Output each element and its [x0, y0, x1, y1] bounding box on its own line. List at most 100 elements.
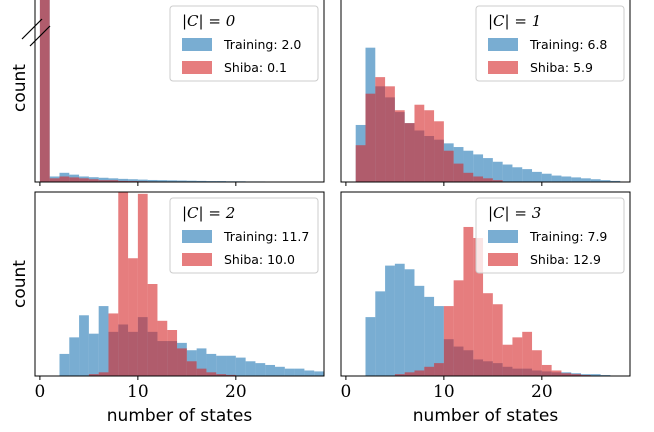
- shiba-bar: [453, 280, 464, 376]
- legend: |C| = 3 Training: 7.9 Shiba: 12.9: [475, 197, 625, 274]
- y-axis-label: count: [10, 64, 30, 112]
- legend-label-training: Training: 6.8: [529, 37, 607, 52]
- shiba-bar: [365, 93, 376, 182]
- training-bar: [98, 306, 109, 376]
- shiba-bar: [88, 179, 99, 182]
- legend-swatch-shiba: [488, 61, 518, 74]
- shiba-bar: [98, 180, 109, 182]
- shiba-bar: [561, 373, 572, 376]
- training-bar: [522, 169, 533, 182]
- shiba-bar: [59, 176, 70, 182]
- plot-area: [355, 47, 621, 182]
- panel-2: |C| = 1 Training: 6.8 Shiba: 5.9: [340, 0, 631, 186]
- shiba-bar: [98, 372, 109, 376]
- panel-3: 0 10 20 |C| = 2 Training: 11.7 Shiba: 10.0 cou…: [10, 191, 325, 426]
- shiba-bar: [551, 370, 562, 376]
- legend-title: |C| = 2: [182, 204, 235, 222]
- shiba-bar: [463, 172, 474, 182]
- shiba-bar: [88, 374, 99, 376]
- training-bar: [600, 180, 611, 182]
- panel-1: |C| = 0 Training: 2.0 Shiba: 0.1 count: [10, 0, 325, 186]
- training-bar: [294, 368, 305, 376]
- training-bar: [118, 178, 129, 182]
- training-bar: [226, 355, 236, 376]
- training-bar: [394, 263, 405, 376]
- shiba-bar: [69, 177, 80, 182]
- training-bar: [561, 176, 572, 182]
- shiba-bar: [206, 372, 217, 376]
- shiba-bar: [39, 0, 50, 182]
- legend: |C| = 0 Training: 2.0 Shiba: 0.1: [169, 5, 319, 82]
- training-bar: [314, 371, 324, 376]
- training-bar: [88, 333, 99, 376]
- legend: |C| = 1 Training: 6.8 Shiba: 5.9: [475, 5, 625, 82]
- x-tick-label: 0: [340, 382, 351, 402]
- training-bar: [610, 180, 621, 182]
- training-bar: [186, 180, 197, 182]
- legend-label-shiba: Shiba: 5.9: [530, 60, 593, 75]
- shiba-bar: [385, 86, 395, 182]
- training-bar: [404, 269, 415, 376]
- legend-swatch-training: [182, 230, 212, 243]
- training-bar: [284, 368, 295, 376]
- training-bar: [571, 177, 582, 182]
- shiba-bar: [473, 176, 484, 182]
- legend-swatch-training: [488, 38, 518, 51]
- x-tick-label: 10: [127, 382, 149, 402]
- shiba-bar: [186, 361, 197, 376]
- shiba-bar: [483, 178, 493, 182]
- shiba-bar: [424, 110, 435, 182]
- training-bar: [375, 291, 386, 376]
- axes-frame: [340, 191, 631, 377]
- axes-frame: [34, 191, 325, 377]
- shiba-bar: [137, 193, 148, 376]
- training-bar: [245, 361, 256, 376]
- training-bar: [532, 171, 542, 182]
- legend-label-shiba: Shiba: 10.0: [224, 252, 295, 267]
- shiba-bar: [404, 372, 415, 376]
- shiba-bar: [483, 293, 493, 376]
- shiba-bar: [157, 320, 168, 376]
- training-bar: [304, 370, 315, 376]
- legend-swatch-shiba: [488, 253, 518, 266]
- legend-swatch-shiba: [182, 61, 212, 74]
- shiba-bar: [414, 104, 425, 182]
- training-bar: [265, 364, 276, 376]
- legend-label-shiba: Shiba: 12.9: [530, 252, 601, 267]
- legend-label-training: Training: 2.0: [223, 37, 301, 52]
- training-bar: [483, 158, 493, 182]
- shiba-bar: [522, 331, 533, 376]
- series-shiba: [88, 192, 236, 376]
- shiba-bar: [394, 374, 405, 376]
- shiba-bar: [196, 368, 207, 376]
- training-bar: [590, 179, 601, 182]
- shiba-bar: [79, 178, 89, 182]
- training-bar: [216, 355, 227, 376]
- plot-area: [59, 192, 324, 376]
- shiba-bar: [434, 121, 444, 182]
- shiba-bar: [167, 330, 178, 376]
- training-bar: [581, 178, 591, 182]
- shiba-bar: [177, 348, 187, 376]
- shiba-bar: [216, 374, 227, 376]
- shiba-bar: [541, 364, 552, 376]
- shiba-bar: [463, 226, 474, 376]
- x-tick-label: 20: [225, 382, 247, 402]
- shiba-bar: [492, 180, 503, 182]
- axes-frame: [34, 0, 325, 183]
- shiba-bar: [394, 110, 405, 182]
- training-bar: [434, 306, 444, 376]
- training-bar: [79, 315, 89, 376]
- shiba-bar: [49, 178, 60, 182]
- shiba-bar: [473, 238, 484, 376]
- shiba-bar: [434, 363, 444, 376]
- shiba-bar: [147, 284, 158, 376]
- axes-frame: [340, 0, 631, 183]
- y-axis-label: count: [10, 260, 30, 308]
- training-bar: [69, 337, 80, 376]
- x-tick-label: 10: [433, 382, 455, 402]
- shiba-bar: [375, 77, 386, 182]
- shiba-bar: [512, 337, 523, 376]
- shiba-bar: [453, 163, 464, 182]
